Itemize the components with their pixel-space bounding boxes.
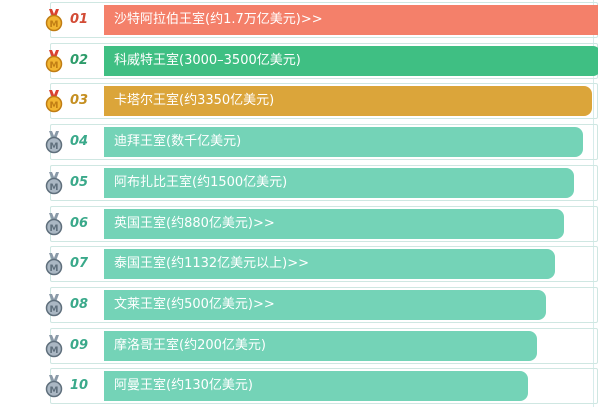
rank-number: 01: [70, 12, 89, 27]
svg-text:M: M: [50, 224, 59, 234]
gold-medal-icon: M: [44, 89, 64, 113]
svg-text:M: M: [50, 305, 59, 315]
rank-bar-link[interactable]: 阿曼王室(约130亿美元): [104, 371, 528, 402]
svg-text:M: M: [50, 61, 59, 71]
rank-row[interactable]: M 05 阿布扎比王室(约1500亿美元): [44, 163, 598, 203]
silver-medal-icon: M: [44, 293, 64, 317]
rank-row[interactable]: M 01 沙特阿拉伯王室(约1.7万亿美元)>>: [44, 0, 598, 40]
rank-row[interactable]: M 04 迪拜王室(数千亿美元): [44, 122, 598, 162]
svg-text:M: M: [50, 20, 59, 30]
rank-bar-link[interactable]: 阿布扎比王室(约1500亿美元): [104, 167, 574, 198]
svg-text:M: M: [50, 264, 59, 274]
rank-number: 07: [70, 256, 89, 272]
svg-text:M: M: [50, 101, 59, 111]
rank-bar-link[interactable]: 迪拜王室(数千亿美元): [104, 127, 583, 158]
rank-bar-link[interactable]: 泰国王室(约1132亿美元以上)>>: [104, 249, 555, 280]
rank-row[interactable]: M 07 泰国王室(约1132亿美元以上)>>: [44, 244, 598, 284]
rank-bar-link[interactable]: 英国王室(约880亿美元)>>: [104, 208, 564, 239]
rank-bar-link[interactable]: 科威特王室(3000–3500亿美元): [104, 45, 598, 76]
rank-number: 02: [70, 52, 89, 68]
rank-number: 03: [70, 93, 89, 109]
silver-medal-icon: M: [44, 171, 64, 195]
rank-row[interactable]: M 10 阿曼王室(约130亿美元): [44, 366, 598, 406]
rank-row[interactable]: M 09 摩洛哥王室(约200亿美元): [44, 326, 598, 366]
rank-row[interactable]: M 08 文莱王室(约500亿美元)>>: [44, 285, 598, 325]
silver-medal-icon: M: [44, 334, 64, 358]
rank-number: 08: [70, 296, 89, 312]
rank-bar-link[interactable]: 文莱王室(约500亿美元)>>: [104, 289, 546, 320]
rank-row[interactable]: M 06 英国王室(约880亿美元)>>: [44, 204, 598, 244]
svg-text:M: M: [50, 386, 59, 396]
gold-medal-icon: M: [44, 8, 64, 32]
rank-bar-link[interactable]: 沙特阿拉伯王室(约1.7万亿美元)>>: [104, 5, 598, 35]
silver-medal-icon: M: [44, 130, 64, 154]
rank-number: 09: [70, 337, 89, 353]
rank-number: 06: [70, 215, 89, 231]
silver-medal-icon: M: [44, 374, 64, 398]
right-divider: [593, 0, 594, 407]
silver-medal-icon: M: [44, 212, 64, 236]
svg-text:M: M: [50, 142, 59, 152]
rank-row[interactable]: M 03 卡塔尔王室(约3350亿美元): [44, 81, 598, 121]
rank-row[interactable]: M 02 科威特王室(3000–3500亿美元): [44, 41, 598, 81]
rank-number: 10: [70, 378, 89, 394]
rank-bar-link[interactable]: 摩洛哥王室(约200亿美元): [104, 330, 537, 361]
rank-bar-link[interactable]: 卡塔尔王室(约3350亿美元): [104, 86, 592, 117]
rank-number: 05: [70, 174, 89, 190]
rank-number: 04: [70, 134, 89, 150]
svg-text:M: M: [50, 346, 59, 356]
gold-medal-icon: M: [44, 49, 64, 73]
svg-text:M: M: [50, 183, 59, 193]
silver-medal-icon: M: [44, 252, 64, 276]
